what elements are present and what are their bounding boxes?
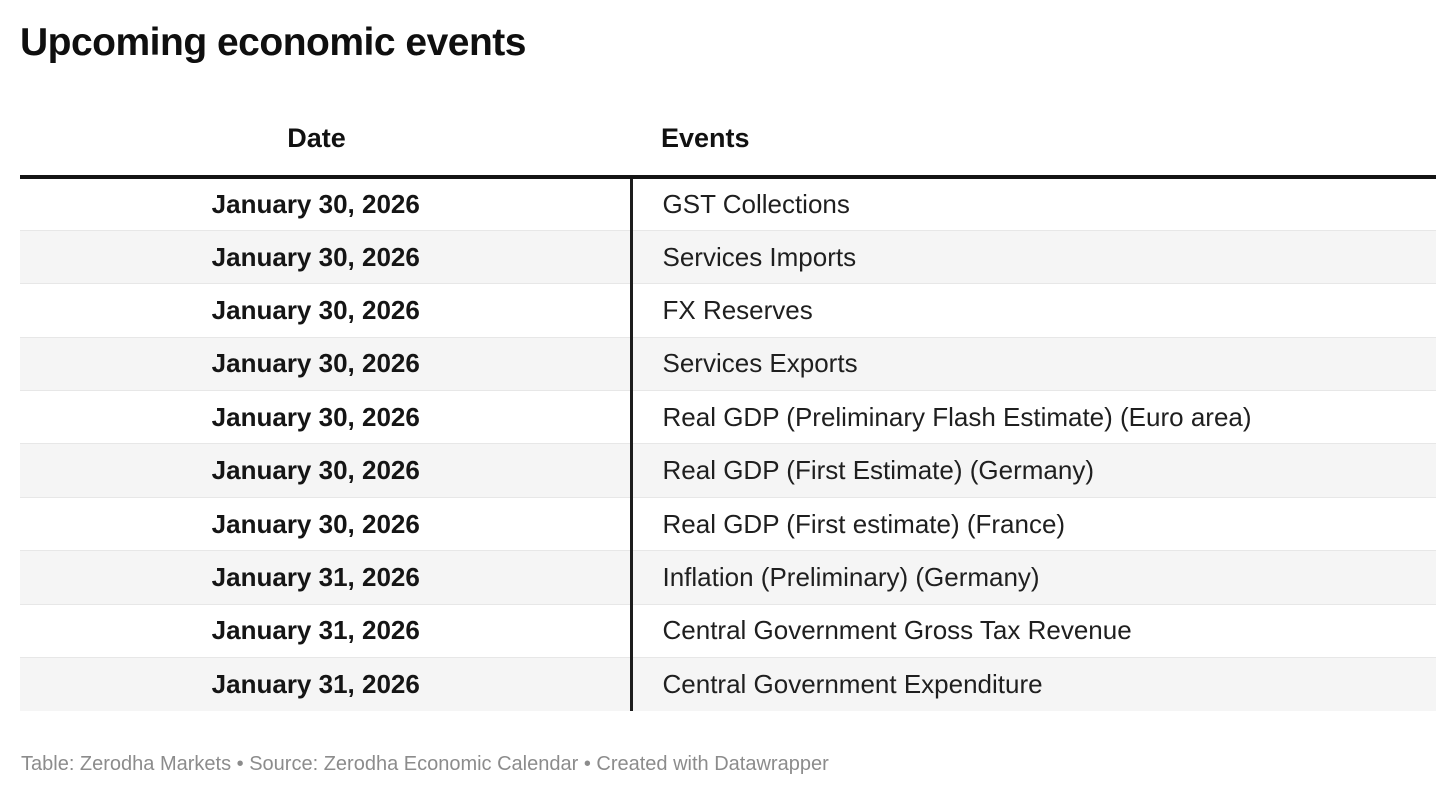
table-row: January 31, 2026 Central Government Gros… [20,604,1436,659]
date-cell: January 30, 2026 [20,497,633,552]
page-title: Upcoming economic events [20,21,526,64]
table-row: January 31, 2026 Inflation (Preliminary)… [20,550,1436,605]
table-header-row: Date Events [20,66,1436,179]
economic-events-table: Date Events January 30, 2026 GST Collect… [20,66,1436,711]
date-cell: January 31, 2026 [20,604,633,659]
event-cell: Inflation (Preliminary) (Germany) [631,550,1436,605]
column-header-events: Events [631,66,1436,179]
table-row: January 30, 2026 Services Exports [20,337,1436,392]
event-cell: Central Government Gross Tax Revenue [631,604,1436,659]
column-header-date: Date [20,66,631,179]
event-cell: Real GDP (First estimate) (France) [631,497,1436,552]
event-cell: GST Collections [631,177,1436,231]
event-cell: Real GDP (First Estimate) (Germany) [631,443,1436,498]
event-cell: Services Exports [631,337,1436,392]
table-row: January 30, 2026 FX Reserves [20,283,1436,338]
event-cell: Real GDP (Preliminary Flash Estimate) (E… [631,390,1436,445]
table-row: January 30, 2026 Real GDP (Preliminary F… [20,390,1436,445]
table-row: January 30, 2026 Services Imports [20,230,1436,285]
table-row: January 31, 2026 Central Government Expe… [20,657,1436,711]
date-cell: January 30, 2026 [20,337,633,392]
table-row: January 30, 2026 Real GDP (First estimat… [20,497,1436,552]
table-row: January 30, 2026 GST Collections [20,177,1436,231]
event-cell: Central Government Expenditure [631,657,1436,711]
date-cell: January 31, 2026 [20,657,633,711]
table-row: January 30, 2026 Real GDP (First Estimat… [20,443,1436,498]
date-cell: January 30, 2026 [20,390,633,445]
date-cell: January 30, 2026 [20,443,633,498]
table-header: Date Events [20,66,1436,179]
attribution-footer: Table: Zerodha Markets • Source: Zerodha… [21,752,829,775]
event-cell: Services Imports [631,230,1436,285]
date-cell: January 31, 2026 [20,550,633,605]
date-cell: January 30, 2026 [20,177,633,231]
date-cell: January 30, 2026 [20,283,633,338]
table-body: January 30, 2026 GST Collections January… [20,177,1436,711]
event-cell: FX Reserves [631,283,1436,338]
date-cell: January 30, 2026 [20,230,633,285]
